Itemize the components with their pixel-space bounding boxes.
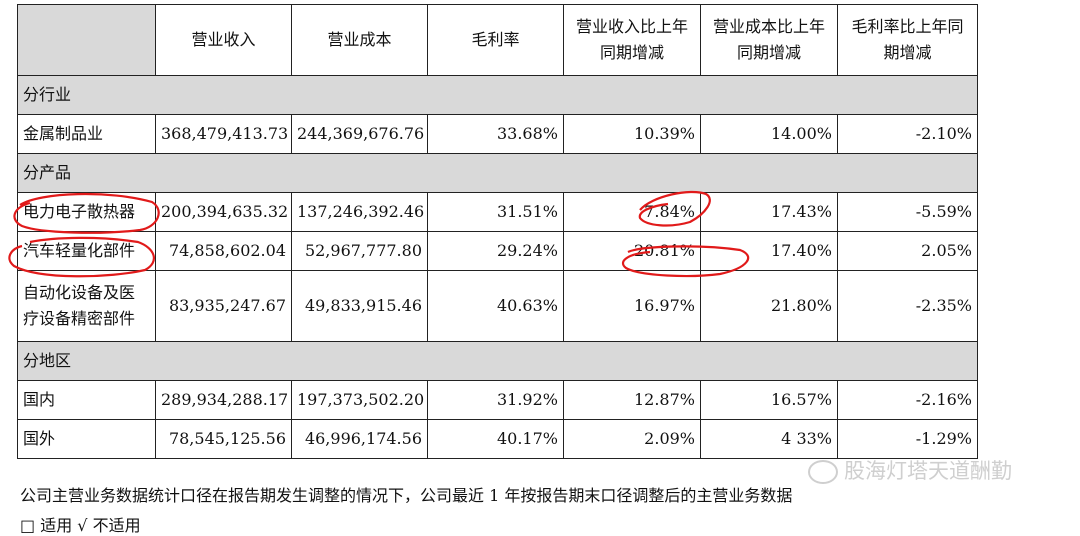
table-cell: 40.17%	[427, 419, 564, 459]
table-cell: 21.80%	[700, 270, 838, 342]
table-row: 自动化设备及医 疗设备精密部件 83,935,247.67 49,833,915.46…	[17, 270, 978, 342]
table-cell: 74,858,602.04	[155, 231, 292, 271]
table-row: 国外 78,545,125.56 46,996,174.56 40.17% 2.09% 4…	[17, 419, 978, 459]
table-cell: 31.92%	[427, 380, 564, 420]
watermark-text: 股海灯塔天道酬勤	[844, 459, 1012, 483]
applicability-note: □ 适用 √ 不适用	[20, 516, 141, 535]
row-label: 金属制品业	[17, 114, 156, 154]
table-cell: 40.63%	[427, 270, 564, 342]
table-cell: 20.81%	[563, 231, 701, 271]
table-cell: 2.05%	[837, 231, 978, 271]
table-row: 国内 289,934,288.17 197,373,502.20 31.92% 12.8…	[17, 380, 978, 420]
table-cell: 2.09%	[563, 419, 701, 459]
section-row: 分行业	[17, 75, 978, 115]
table-cell: 83,935,247.67	[155, 270, 292, 342]
header-corner	[17, 4, 156, 76]
table-cell: -2.35%	[837, 270, 978, 342]
table-cell: -5.59%	[837, 192, 978, 232]
table-cell: 17.40%	[700, 231, 838, 271]
watermark: 股海灯塔天道酬勤	[808, 455, 1012, 485]
wechat-icon	[808, 460, 838, 484]
table-cell: 12.87%	[563, 380, 701, 420]
table-cell: 29.24%	[427, 231, 564, 271]
table-cell: -1.29%	[837, 419, 978, 459]
header-margin-change: 毛利率比上年同 期增减	[837, 4, 978, 76]
table-row: 汽车轻量化部件 74,858,602.04 52,967,777.80 29.24% 2…	[17, 231, 978, 271]
table-cell: 7.84%	[563, 192, 701, 232]
table-cell: 16.97%	[563, 270, 701, 342]
row-label: 汽车轻量化部件	[17, 231, 156, 271]
table-cell: 10.39%	[563, 114, 701, 154]
header-row: 营业收入 营业成本 毛利率 营业收入比上年 同期增减 营业成本比上年 同期增减 毛利…	[17, 4, 978, 76]
table-cell: 16.57%	[700, 380, 838, 420]
table-cell: 78,545,125.56	[155, 419, 292, 459]
header-gross-margin: 毛利率	[427, 4, 564, 76]
table-cell: 31.51%	[427, 192, 564, 232]
table-cell: -2.10%	[837, 114, 978, 154]
header-cost: 营业成本	[291, 4, 428, 76]
table-cell: -2.16%	[837, 380, 978, 420]
section-title: 分产品	[17, 153, 978, 193]
table-cell: 368,479,413.73	[155, 114, 292, 154]
row-label: 国外	[17, 419, 156, 459]
row-label: 电力电子散热器	[17, 192, 156, 232]
table-cell: 4 33%	[700, 419, 838, 459]
table-cell: 200,394,635.32	[155, 192, 292, 232]
header-revenue: 营业收入	[155, 4, 292, 76]
table-cell: 52,967,777.80	[291, 231, 428, 271]
financial-table: 营业收入 营业成本 毛利率 营业收入比上年 同期增减 营业成本比上年 同期增减 毛利…	[17, 4, 978, 459]
table-row: 金属制品业 368,479,413.73 244,369,676.76 33.68% 1…	[17, 114, 978, 154]
table-row: 电力电子散热器 200,394,635.32 137,246,392.46 31.51…	[17, 192, 978, 232]
table-cell: 33.68%	[427, 114, 564, 154]
table-cell: 197,373,502.20	[291, 380, 428, 420]
row-label: 自动化设备及医 疗设备精密部件	[17, 270, 156, 342]
table-cell: 289,934,288.17	[155, 380, 292, 420]
section-title: 分行业	[17, 75, 978, 115]
footnote-text: 公司主营业务数据统计口径在报告期发生调整的情况下，公司最近 1 年按报告期末口径…	[20, 486, 793, 505]
table-cell: 17.43%	[700, 192, 838, 232]
table-cell: 46,996,174.56	[291, 419, 428, 459]
section-row: 分地区	[17, 341, 978, 381]
section-title: 分地区	[17, 341, 978, 381]
row-label: 国内	[17, 380, 156, 420]
table-cell: 244,369,676.76	[291, 114, 428, 154]
header-revenue-change: 营业收入比上年 同期增减	[563, 4, 701, 76]
table-cell: 137,246,392.46	[291, 192, 428, 232]
header-cost-change: 营业成本比上年 同期增减	[700, 4, 838, 76]
table-cell: 49,833,915.46	[291, 270, 428, 342]
section-row: 分产品	[17, 153, 978, 193]
table-cell: 14.00%	[700, 114, 838, 154]
